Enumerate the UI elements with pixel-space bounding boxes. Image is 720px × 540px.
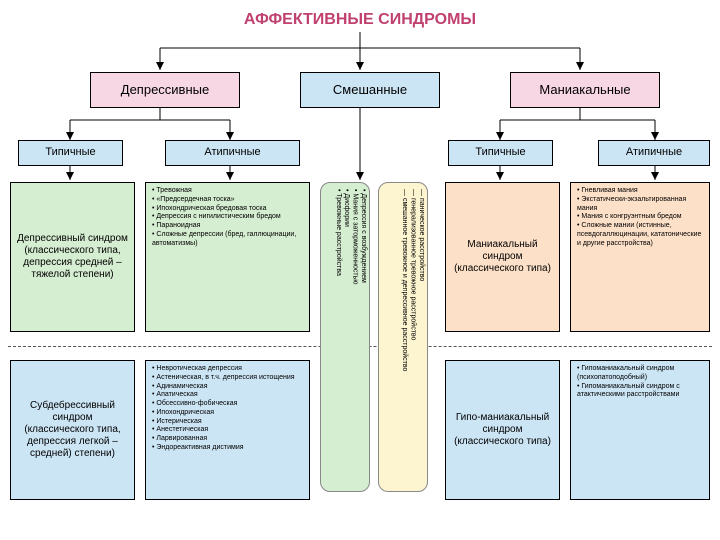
man-atypical-1: • Гневливая мания• Экстатически-экзальти… [570,182,710,332]
dep-atypical-1: • Тревожная• «Предсердечная тоска»• Ипох… [145,182,310,332]
man-atypical-2: • Гипоманиакальный синдром (психопатопод… [570,360,710,500]
mixed-col-1: • Депрессия с возбуждением• Мания с зато… [320,182,370,492]
dep-typical-1: Депрессивный синдром (классического типа… [10,182,135,332]
node-manic: Маниакальные [510,72,660,108]
diagram-title: АФФЕКТИВНЫЕ СИНДРОМЫ [0,6,720,33]
dep-typical-2: Субдебрессивный синдром (классического т… [10,360,135,500]
mixed-col-2: — паническое расстройство — генерализова… [378,182,428,492]
node-atypical-left: Атипичные [165,140,300,166]
node-typical-right: Типичные [448,140,553,166]
man-typical-2: Гипо-маниакальный синдром (классического… [445,360,560,500]
node-depressive: Депрессивные [90,72,240,108]
node-mixed: Смешанные [300,72,440,108]
node-typical-left: Типичные [18,140,123,166]
dep-atypical-2: • Невротическая депрессия• Астеническая,… [145,360,310,500]
node-atypical-right: Атипичные [598,140,710,166]
man-typical-1: Маниакальный синдром (классического типа… [445,182,560,332]
